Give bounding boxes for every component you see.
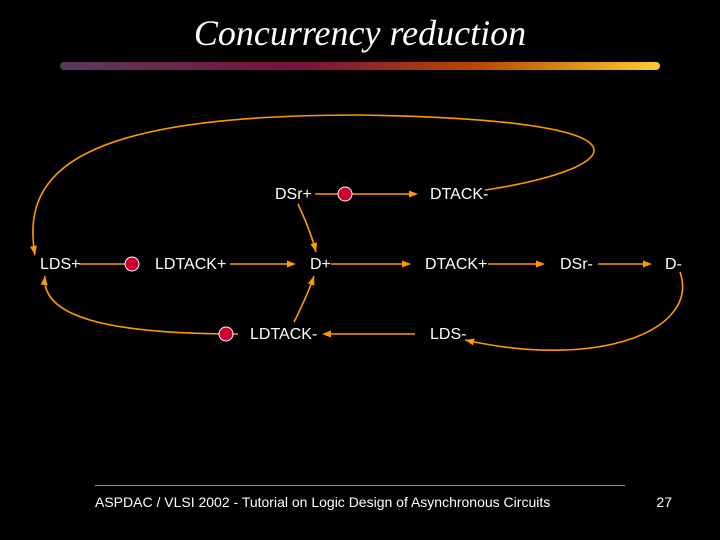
edge-LDTACKm-DP bbox=[294, 276, 314, 322]
node-LDSm: LDS- bbox=[430, 326, 466, 344]
diagram-canvas bbox=[0, 0, 720, 540]
token-dot-1 bbox=[125, 257, 139, 271]
token-dot-0 bbox=[338, 187, 352, 201]
node-DTACKP: DTACK+ bbox=[425, 256, 487, 274]
node-DSrP: DSr+ bbox=[275, 186, 312, 204]
node-LDSP: LDS+ bbox=[40, 256, 80, 274]
footer-divider bbox=[95, 485, 625, 486]
edge-DTACKP-DSrm bbox=[488, 261, 545, 268]
token-dot-2 bbox=[219, 327, 233, 341]
edge-DSrP-DTACKm bbox=[315, 191, 418, 198]
footer-text: ASPDAC / VLSI 2002 - Tutorial on Logic D… bbox=[95, 494, 550, 510]
node-LDTACKm: LDTACK- bbox=[250, 326, 317, 344]
page-number: 27 bbox=[656, 494, 672, 510]
node-Dm: D- bbox=[665, 256, 682, 274]
edge-LDTACKm-LDSP bbox=[41, 276, 238, 334]
edge-DP-DTACKP bbox=[331, 261, 411, 268]
edge-DTACKm-LDSP bbox=[30, 115, 594, 255]
edge-LDSm-LDTACKm bbox=[322, 331, 415, 338]
edge-DSrP-DP bbox=[298, 204, 317, 252]
edge-DSrm-Dm bbox=[598, 261, 652, 268]
edge-LDTACKP-DP bbox=[230, 261, 296, 268]
node-LDTACKP: LDTACK+ bbox=[155, 256, 226, 274]
title-divider bbox=[60, 62, 660, 70]
edge-Dm-LDSm bbox=[465, 272, 683, 350]
node-DTACKm: DTACK- bbox=[430, 186, 488, 204]
node-DSrm: DSr- bbox=[560, 256, 593, 274]
node-DP: D+ bbox=[310, 256, 331, 274]
